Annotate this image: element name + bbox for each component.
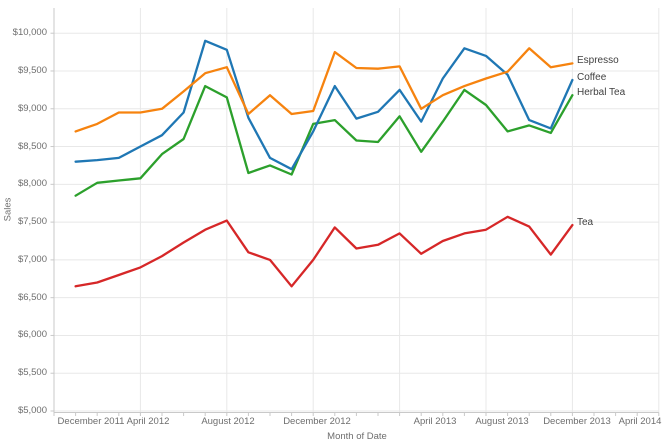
y-axis-label: $5,500 xyxy=(17,367,47,379)
y-axis-label: $9,500 xyxy=(17,65,47,76)
series-line-herbal-tea[interactable] xyxy=(74,84,574,197)
series-label-herbal-tea: Herbal Tea xyxy=(577,87,626,99)
series-label-coffee: Coffee xyxy=(577,72,607,83)
x-axis-title: Month of Date xyxy=(327,431,387,442)
y-axis-label: $6,500 xyxy=(17,291,47,303)
series-line-coffee[interactable] xyxy=(74,39,574,171)
x-axis-label: August 2012 xyxy=(201,416,255,427)
x-axis-label: April 2012 xyxy=(126,416,170,427)
series-line-tea[interactable] xyxy=(74,215,574,288)
y-axis-label: $6,000 xyxy=(17,329,47,341)
x-axis-label: April 2013 xyxy=(413,416,457,427)
y-axis-label: $8,500 xyxy=(17,140,47,152)
y-axis-label: $8,000 xyxy=(17,178,47,190)
y-axis-label: $10,000 xyxy=(12,27,47,39)
series-label-tea: Tea xyxy=(577,217,594,229)
x-axis-label: December 2011 xyxy=(57,416,125,427)
y-axis-label: $5,000 xyxy=(17,405,47,416)
series-label-espresso: Espresso xyxy=(577,55,619,67)
y-axis-label: $7,000 xyxy=(17,253,47,265)
x-axis-label: August 2013 xyxy=(475,416,529,427)
x-axis-label: December 2013 xyxy=(543,416,611,427)
series-line-espresso[interactable] xyxy=(74,47,574,133)
x-axis-label: April 2014 xyxy=(618,416,662,427)
y-axis-label: $9,000 xyxy=(17,102,47,114)
y-axis-label: $7,500 xyxy=(17,216,47,228)
x-axis-label: December 2012 xyxy=(283,416,351,427)
